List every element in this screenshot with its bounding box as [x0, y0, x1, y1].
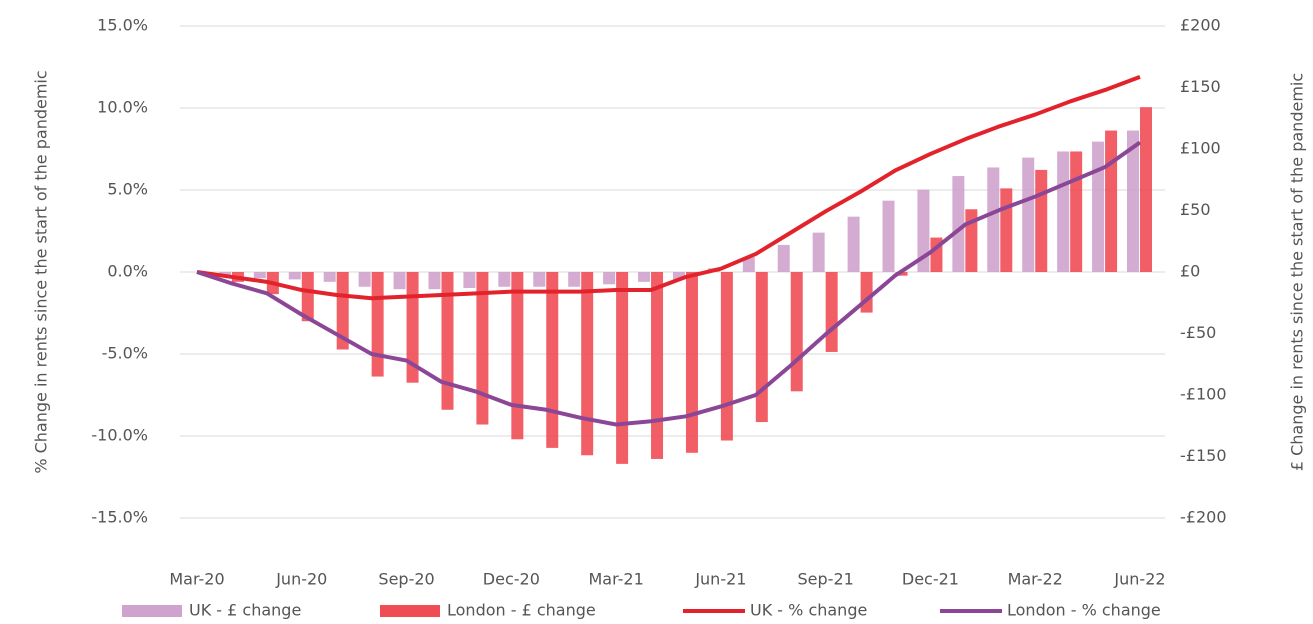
y2-tick-label: £150 — [1180, 77, 1221, 96]
bar — [428, 272, 441, 290]
legend-label: London - £ change — [447, 601, 596, 620]
bar — [441, 272, 454, 410]
y2-tick-label: £50 — [1180, 200, 1211, 219]
line — [196, 74, 1141, 301]
bar — [777, 244, 790, 272]
bar — [1022, 157, 1035, 272]
bar — [253, 272, 266, 279]
bar — [498, 272, 511, 287]
bar — [1070, 151, 1083, 272]
x-tick-label: Dec-20 — [483, 570, 540, 589]
bar — [1127, 130, 1139, 272]
bar — [917, 189, 930, 272]
x-tick-label: Mar-20 — [169, 570, 224, 589]
bar — [568, 272, 581, 287]
y2-axis-label: £ Change in rents since the start of the… — [1288, 73, 1307, 471]
bar — [1000, 188, 1013, 272]
y2-tick-label: £0 — [1180, 262, 1200, 281]
y-tick-label: -15.0% — [91, 508, 148, 527]
x-tick-label: Dec-21 — [902, 570, 959, 589]
bar — [825, 272, 838, 352]
y-tick-label: -5.0% — [102, 344, 148, 363]
bar — [742, 257, 755, 272]
bar — [218, 272, 231, 276]
bar — [581, 272, 594, 456]
bar — [860, 272, 873, 313]
x-tick-label: Mar-22 — [1008, 570, 1063, 589]
y2-tick-label: £100 — [1180, 139, 1221, 158]
bar — [638, 272, 651, 282]
legend-swatch — [380, 605, 440, 617]
bar — [371, 272, 384, 377]
bar — [847, 216, 860, 272]
bar — [882, 200, 895, 272]
bar — [755, 272, 768, 423]
bar — [812, 232, 825, 272]
y-tick-label: 15.0% — [97, 16, 148, 35]
y2-tick-label: -£50 — [1180, 323, 1216, 342]
bar — [463, 272, 476, 288]
bar — [603, 272, 616, 285]
bar — [533, 272, 546, 287]
legend-label: UK - £ change — [189, 601, 301, 620]
bar — [1140, 107, 1152, 273]
line — [196, 140, 1142, 427]
bar — [1035, 169, 1048, 272]
bar — [406, 272, 419, 383]
y-tick-label: 5.0% — [107, 180, 148, 199]
y2-tick-label: -£150 — [1180, 446, 1227, 465]
x-tick-label: Jun-22 — [1113, 570, 1165, 589]
bar — [672, 272, 685, 280]
bar — [546, 272, 559, 448]
bar — [393, 272, 406, 290]
x-tick-label: Sep-20 — [378, 570, 434, 589]
bar — [651, 272, 664, 459]
y-axis-label: % Change in rents since the start of the… — [32, 70, 51, 473]
bar — [987, 167, 1000, 272]
bar — [895, 272, 908, 276]
x-tick-label: Sep-21 — [798, 570, 854, 589]
bar — [1092, 141, 1105, 272]
bar — [1057, 151, 1070, 272]
bar — [952, 176, 965, 272]
y-tick-label: 0.0% — [107, 262, 148, 281]
y2-tick-label: -£200 — [1180, 508, 1227, 527]
legend-swatch — [122, 605, 182, 617]
bar — [511, 272, 524, 440]
bar — [323, 272, 336, 282]
bar — [358, 272, 371, 287]
y-tick-label: -10.0% — [91, 426, 148, 445]
y2-tick-label: £200 — [1180, 16, 1221, 35]
bar — [720, 272, 733, 441]
legend-label: London - % change — [1007, 601, 1161, 620]
x-tick-label: Mar-21 — [588, 570, 643, 589]
bar — [288, 272, 301, 280]
bar — [790, 272, 803, 392]
bar — [301, 272, 314, 322]
legend-label: UK - % change — [750, 601, 867, 620]
y-tick-label: 10.0% — [97, 98, 148, 117]
bar — [685, 272, 698, 453]
y2-tick-label: -£100 — [1180, 385, 1227, 404]
bar — [1105, 130, 1118, 272]
bar — [616, 272, 629, 464]
bar — [476, 272, 489, 425]
x-tick-label: Jun-21 — [694, 570, 746, 589]
bar — [336, 272, 349, 350]
x-tick-label: Jun-20 — [275, 570, 327, 589]
